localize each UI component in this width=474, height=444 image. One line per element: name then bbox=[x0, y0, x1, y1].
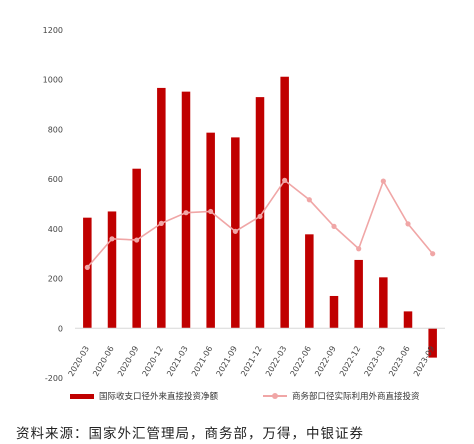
line-point bbox=[282, 177, 288, 183]
bar bbox=[280, 76, 289, 329]
x-tick-label: 2022-09 bbox=[313, 345, 338, 378]
legend: 国际收支口径外来直接投资净额 商务部口径实际利用外商直接投资 bbox=[70, 390, 470, 404]
line-point bbox=[430, 251, 436, 257]
bar bbox=[83, 217, 92, 329]
bar bbox=[403, 311, 413, 329]
y-tick-label: 1000 bbox=[43, 76, 63, 85]
x-tick-label: 2021-03 bbox=[165, 345, 190, 378]
y-tick-label: 400 bbox=[48, 225, 63, 234]
legend-label-bars: 国际收支口径外来直接投资净额 bbox=[99, 392, 219, 402]
line-point bbox=[134, 237, 140, 243]
bar bbox=[379, 277, 388, 329]
line-point bbox=[183, 210, 189, 216]
line-point bbox=[109, 236, 115, 242]
line-series bbox=[84, 177, 436, 270]
line-point bbox=[84, 264, 90, 270]
line-point bbox=[232, 228, 238, 234]
x-axis: 2020-03 2020-06 2020-09 2020-12 2021-03 2021-… bbox=[67, 345, 437, 378]
bar bbox=[107, 211, 117, 329]
x-tick-label: 2021-12 bbox=[239, 345, 264, 378]
line-point bbox=[306, 197, 312, 203]
line-point bbox=[380, 178, 386, 184]
x-tick-label: 2022-03 bbox=[264, 345, 289, 378]
line-point bbox=[405, 221, 411, 227]
x-tick-label: 2020-09 bbox=[116, 345, 141, 378]
bar bbox=[206, 132, 215, 329]
bar bbox=[132, 168, 141, 329]
line-point bbox=[208, 208, 214, 215]
x-tick-label: 2023-09 bbox=[412, 345, 437, 378]
y-axis: -200 0 200 400 600 800 1000 1200 bbox=[43, 26, 63, 383]
line-point bbox=[158, 220, 164, 226]
x-tick-label: 2023-06 bbox=[387, 345, 412, 378]
line-point bbox=[331, 223, 337, 229]
x-tick-label: 2021-06 bbox=[190, 345, 215, 378]
bar bbox=[181, 91, 191, 329]
x-tick-label: 2021-09 bbox=[215, 345, 240, 378]
legend-item-bars: 国际收支口径外来直接投资净额 bbox=[70, 390, 218, 402]
x-tick-label: 2022-06 bbox=[289, 345, 314, 378]
y-tick-label: 0 bbox=[58, 324, 63, 333]
y-tick-label: 1200 bbox=[43, 26, 63, 35]
source-note: 资料来源：国家外汇管理局，商务部，万得，中银证券 bbox=[16, 426, 364, 442]
x-tick-label: 2020-06 bbox=[91, 345, 116, 378]
y-tick-label: 600 bbox=[48, 175, 63, 184]
y-tick-label: -200 bbox=[45, 374, 63, 383]
legend-label-line: 商务部口径实际利用外商直接投资 bbox=[292, 392, 420, 402]
bar bbox=[354, 259, 363, 329]
bar bbox=[255, 97, 265, 329]
bar bbox=[157, 87, 166, 329]
line-point bbox=[356, 246, 362, 252]
x-tick-label: 2023-03 bbox=[363, 345, 388, 378]
legend-swatch-line bbox=[263, 392, 287, 400]
y-tick-label: 800 bbox=[48, 125, 63, 134]
legend-swatch-bar bbox=[70, 393, 94, 399]
x-tick-label: 2020-03 bbox=[67, 345, 92, 378]
line-point bbox=[257, 213, 263, 220]
x-tick-label: 2022-12 bbox=[338, 345, 363, 378]
bar bbox=[329, 295, 339, 329]
x-tick-label: 2020-12 bbox=[141, 345, 166, 378]
y-tick-label: 200 bbox=[48, 275, 63, 284]
legend-item-line: 商务部口径实际利用外商直接投资 bbox=[263, 390, 420, 402]
bar bbox=[305, 234, 314, 329]
bar bbox=[428, 328, 437, 358]
